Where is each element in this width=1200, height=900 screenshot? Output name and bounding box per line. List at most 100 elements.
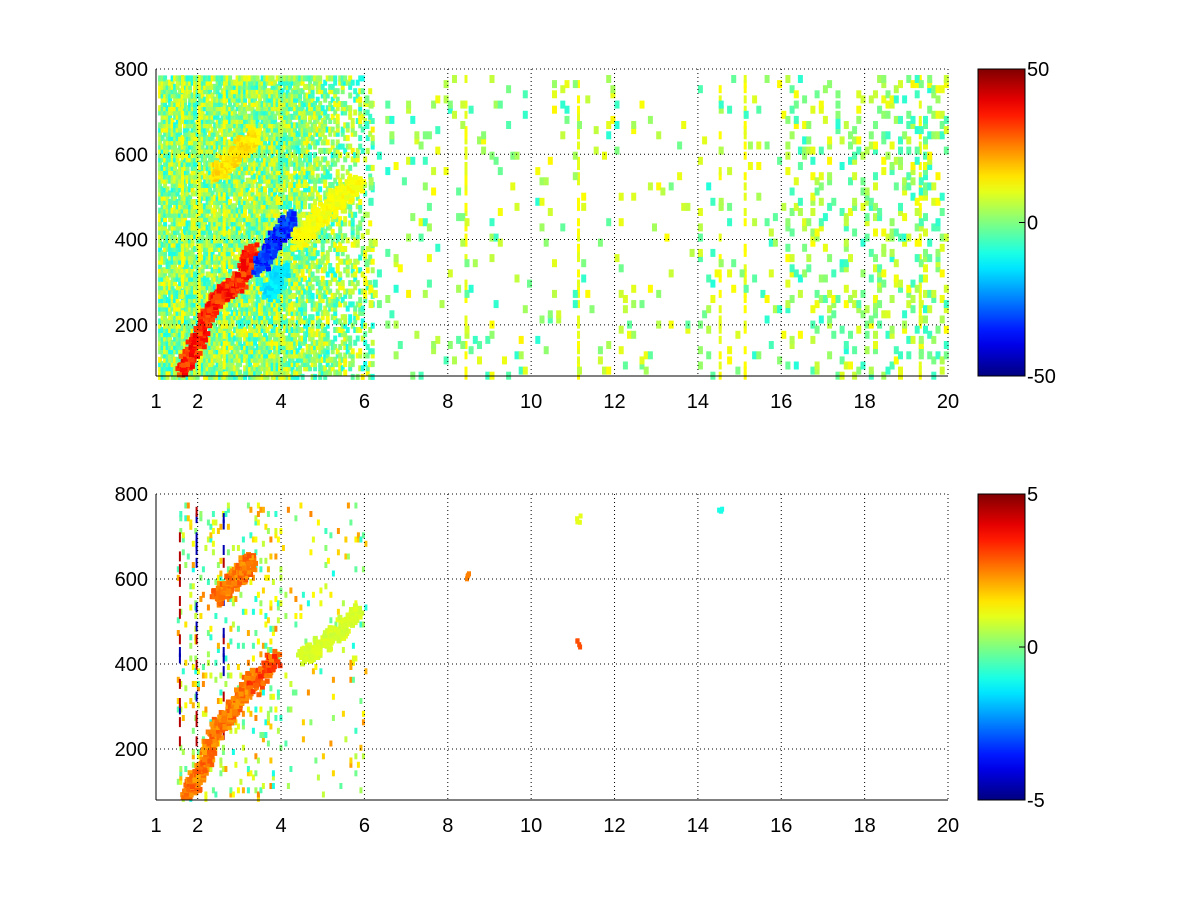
heatmap-cell xyxy=(348,352,353,359)
heatmap-cell xyxy=(280,339,285,346)
heatmap-cell xyxy=(353,314,358,321)
heatmap-cell xyxy=(323,373,328,380)
heatmap-cell xyxy=(165,194,170,201)
heatmap-cell xyxy=(293,280,298,287)
heatmap-cell xyxy=(245,105,250,112)
heatmap-cell xyxy=(213,263,218,269)
heatmap-cell xyxy=(350,118,355,124)
heatmap-cell xyxy=(225,220,230,227)
heatmap-cell xyxy=(350,267,355,274)
heatmap-cell xyxy=(178,122,183,129)
heatmap-cell xyxy=(300,79,305,86)
heatmap-cell xyxy=(293,194,298,201)
heatmap-cell xyxy=(350,220,355,227)
heatmap-cell xyxy=(248,79,253,86)
heatmap-cell xyxy=(468,105,474,114)
heatmap-cell xyxy=(263,233,268,240)
heatmap-cell xyxy=(278,147,283,154)
heatmap-cell xyxy=(493,233,499,242)
heatmap-cell xyxy=(178,224,183,231)
heatmap-cell xyxy=(285,250,290,257)
heatmap-cell xyxy=(158,147,163,154)
heatmap-cell xyxy=(228,241,233,248)
heatmap-cell xyxy=(188,156,193,163)
heatmap-cell xyxy=(163,109,168,116)
heatmap-cell xyxy=(243,83,248,90)
heatmap-cell xyxy=(188,271,193,278)
heatmap-cell xyxy=(198,301,203,308)
heatmap-cell xyxy=(225,182,230,188)
heatmap-cell xyxy=(238,118,243,124)
heatmap-cell xyxy=(235,365,240,372)
heatmap-cell xyxy=(283,130,288,137)
heatmap-cell xyxy=(163,314,168,321)
heatmap-cell xyxy=(275,207,280,214)
heatmap-cell xyxy=(293,101,298,107)
heatmap-cell xyxy=(255,327,260,333)
heatmap-cell xyxy=(350,288,355,295)
heatmap-cell xyxy=(255,147,260,154)
heatmap-cell xyxy=(370,258,375,265)
heatmap-cell xyxy=(205,297,210,304)
heatmap-cell xyxy=(218,224,223,231)
heatmap-cell xyxy=(190,135,195,142)
heatmap-cell xyxy=(190,275,195,282)
heatmap-cell xyxy=(315,258,320,265)
heatmap-cell xyxy=(372,279,378,288)
heatmap-cell xyxy=(220,250,225,257)
heatmap-cell xyxy=(178,75,183,82)
heatmap-cell xyxy=(350,352,355,359)
heatmap-cell xyxy=(258,348,263,355)
heatmap-cell xyxy=(265,177,270,184)
heatmap-cell xyxy=(481,131,487,140)
heatmap-cell xyxy=(918,75,922,83)
heatmap-cell xyxy=(275,339,280,346)
heatmap-cell xyxy=(180,327,185,333)
heatmap-cell xyxy=(203,83,208,90)
heatmap-cell xyxy=(280,301,285,308)
heatmap-cell xyxy=(295,246,300,252)
heatmap-cell xyxy=(178,216,183,223)
heatmap-cell xyxy=(283,241,288,248)
heatmap-cell xyxy=(285,83,290,90)
heatmap-cell xyxy=(318,305,323,312)
heatmap-cell xyxy=(175,190,180,197)
heatmap-cell xyxy=(225,356,230,363)
heatmap-cell xyxy=(240,331,245,338)
heatmap-cell xyxy=(180,207,185,214)
heatmap-cell xyxy=(295,356,300,363)
heatmap-cell xyxy=(345,263,350,269)
heatmap-cell xyxy=(268,139,273,146)
heatmap-cell xyxy=(464,295,468,303)
heatmap-cell xyxy=(181,75,184,83)
heatmap-cell xyxy=(160,339,165,346)
heatmap-cell xyxy=(270,203,275,210)
heatmap-cell xyxy=(305,352,310,359)
heatmap-cell xyxy=(328,301,333,308)
heatmap-cell xyxy=(464,187,468,196)
heatmap-cell xyxy=(340,284,345,291)
heatmap-cell xyxy=(323,288,328,295)
heatmap-cell xyxy=(250,92,255,99)
heatmap-cell xyxy=(310,190,315,197)
heatmap-cell xyxy=(368,300,374,309)
heatmap-cell xyxy=(248,369,253,376)
heatmap-cell xyxy=(188,96,193,103)
heatmap-cell xyxy=(330,267,335,274)
heatmap-cell xyxy=(260,361,265,368)
heatmap-cell xyxy=(353,237,358,244)
heatmap-cell xyxy=(163,309,168,316)
heatmap-cell xyxy=(283,169,288,176)
heatmap-cell xyxy=(310,335,315,342)
heatmap-cell xyxy=(245,237,250,244)
heatmap-cell xyxy=(193,211,198,218)
heatmap-cell xyxy=(363,352,368,359)
heatmap-cell xyxy=(270,224,275,231)
heatmap-cell xyxy=(406,233,412,242)
heatmap-cell xyxy=(233,83,238,90)
heatmap-cell xyxy=(163,322,168,329)
heatmap-cell xyxy=(240,101,245,107)
heatmap-cell xyxy=(185,139,190,146)
heatmap-cell xyxy=(283,369,288,376)
heatmap-cell xyxy=(263,275,268,282)
